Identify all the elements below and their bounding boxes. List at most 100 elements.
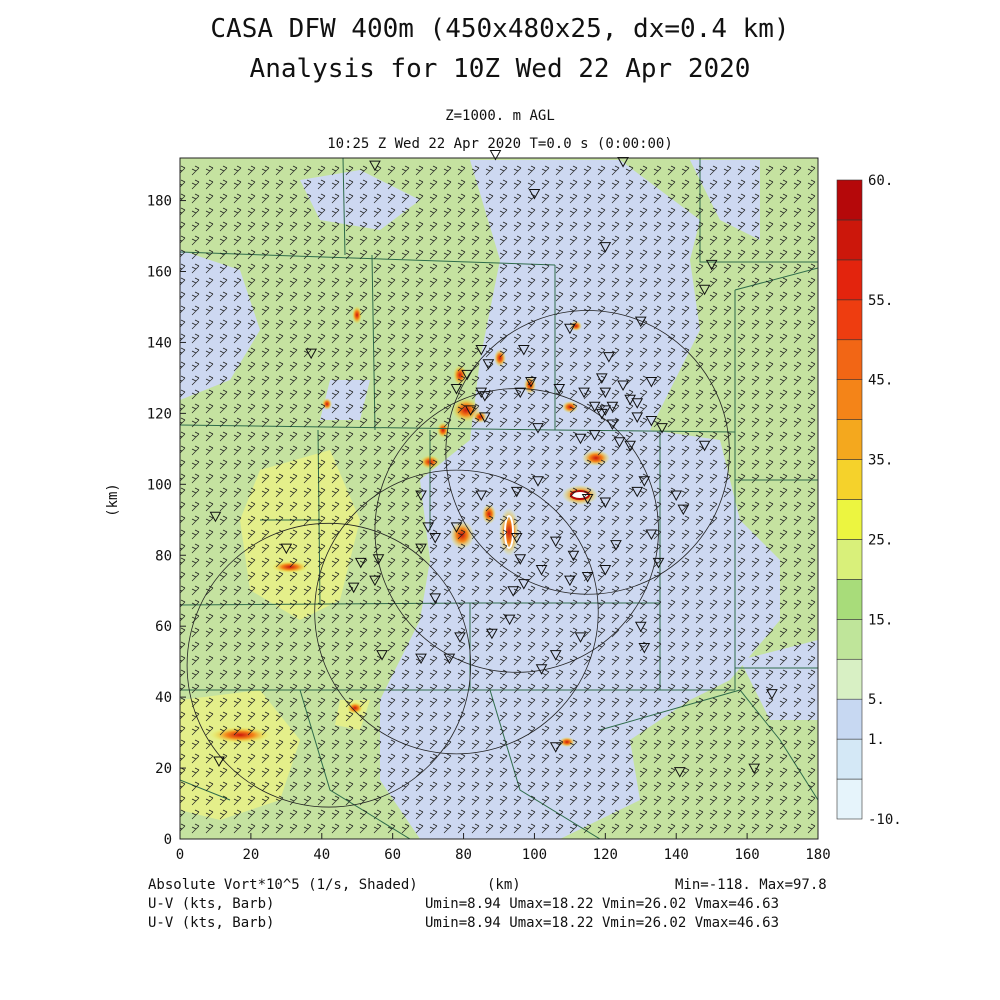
- station-marker: [486, 628, 498, 640]
- station-marker: [599, 242, 612, 253]
- x-tick-label: 140: [664, 847, 689, 863]
- vorticity-maximum: [352, 306, 362, 324]
- station-marker: [280, 543, 293, 555]
- station-marker: [454, 632, 466, 643]
- station-marker: [581, 494, 594, 505]
- station-marker: [634, 621, 647, 633]
- colorbar-label: 45.: [868, 373, 893, 389]
- station-marker: [369, 160, 381, 172]
- station-marker: [209, 511, 222, 523]
- station-marker: [652, 557, 665, 569]
- station-marker: [478, 412, 491, 423]
- colorbar-swatch: [836, 179, 863, 221]
- station-marker: [677, 504, 690, 516]
- colorbar-swatch: [836, 738, 863, 780]
- vorticity-maximum: [452, 398, 480, 422]
- low-vorticity-region: [180, 250, 260, 400]
- station-marker: [645, 376, 658, 388]
- colorbar-swatch: [836, 339, 863, 380]
- station-marker: [634, 316, 647, 328]
- y-tick-label: 100: [147, 477, 172, 493]
- colorbar-swatch: [836, 219, 863, 261]
- station-marker: [599, 387, 612, 399]
- uv-label-2: U-V (kts, Barb): [148, 915, 275, 931]
- y-tick-label: 0: [164, 832, 172, 848]
- colorbar-label: 1.: [868, 732, 885, 748]
- colorbar-label: 15.: [868, 612, 893, 628]
- station-marker: [599, 564, 612, 576]
- vorticity-maximum: [494, 349, 506, 367]
- x-tick-label: 60: [384, 847, 401, 863]
- colorbar: -10. 1. 5. 15. 25. 35. 45. 55. 60.: [836, 173, 902, 828]
- station-marker: [514, 387, 527, 399]
- moderate-vorticity-region: [240, 450, 360, 620]
- station-marker: [450, 384, 463, 395]
- y-tick-label: 20: [155, 761, 172, 777]
- plot-frame: [179, 157, 819, 840]
- colorbar-swatch: [836, 259, 863, 301]
- station-marker: [645, 415, 658, 427]
- colorbar-swatch: [836, 778, 863, 820]
- station-marker: [595, 373, 608, 384]
- station-marker: [638, 642, 651, 654]
- analysis-time-title: Analysis for 10Z Wed 22 Apr 2020: [249, 54, 751, 84]
- station-marker: [517, 345, 530, 356]
- colorbar-label: 35.: [868, 453, 893, 469]
- x-tick-label: 40: [313, 847, 330, 863]
- main-title: CASA DFW 400m (450x480x25, dx=0.4 km): [210, 14, 790, 44]
- x-tick-label: 100: [522, 847, 547, 863]
- colorbar-label: 25.: [868, 532, 893, 548]
- station-marker: [617, 380, 629, 392]
- vorticity-maximum: [437, 422, 449, 438]
- station-marker: [213, 756, 225, 767]
- colorbar-swatch: [836, 499, 863, 540]
- vorticity-maximum: [582, 450, 610, 466]
- x-tick-label: 80: [455, 847, 472, 863]
- station-marker: [489, 149, 502, 161]
- station-marker: [567, 550, 580, 562]
- station-marker: [532, 476, 544, 487]
- vorticity-maximum: [210, 727, 270, 743]
- station-marker: [613, 437, 626, 448]
- station-marker: [450, 522, 463, 533]
- y-tick-label: 60: [155, 619, 172, 635]
- colorbar-label: 60.: [868, 173, 893, 189]
- colorbar-swatch: [836, 459, 863, 500]
- station-marker: [475, 387, 488, 399]
- station-marker: [347, 582, 360, 594]
- colorbar-swatch: [836, 579, 863, 620]
- y-tick-label: 160: [147, 265, 172, 281]
- station-marker: [588, 401, 601, 413]
- y-tick-label: 80: [155, 548, 172, 564]
- station-marker: [631, 412, 644, 423]
- station-marker: [354, 557, 367, 569]
- x-axis-label: (km): [487, 877, 521, 893]
- station-marker: [464, 405, 477, 416]
- radar-range-ring: [314, 469, 599, 755]
- colorbar-swatch: [836, 379, 863, 420]
- station-marker: [482, 359, 495, 370]
- station-marker: [610, 540, 622, 551]
- station-marker: [574, 433, 587, 445]
- colorbar-label: 5.: [868, 692, 885, 708]
- station-marker: [514, 554, 527, 565]
- station-marker: [574, 632, 587, 643]
- station-marker: [507, 586, 520, 597]
- station-marker: [656, 423, 668, 434]
- station-marker: [443, 653, 456, 665]
- station-marker: [588, 430, 601, 441]
- station-marker: [503, 614, 516, 626]
- station-marker: [595, 408, 608, 420]
- axes: 0 20 40 60 80 100 120 140 160 180 0 20 40 60 80 100 120 1…: [147, 194, 831, 863]
- moderate-vorticity-region: [180, 690, 300, 820]
- station-marker: [603, 352, 615, 363]
- station-marker: [510, 533, 523, 544]
- station-marker: [510, 486, 523, 498]
- low-vorticity-region: [320, 380, 370, 420]
- station-marker: [645, 529, 658, 540]
- station-marker: [631, 486, 644, 498]
- county-boundaries: [180, 158, 818, 839]
- station-marker: [698, 440, 711, 452]
- x-tick-label: 180: [805, 847, 830, 863]
- station-marker: [748, 763, 761, 775]
